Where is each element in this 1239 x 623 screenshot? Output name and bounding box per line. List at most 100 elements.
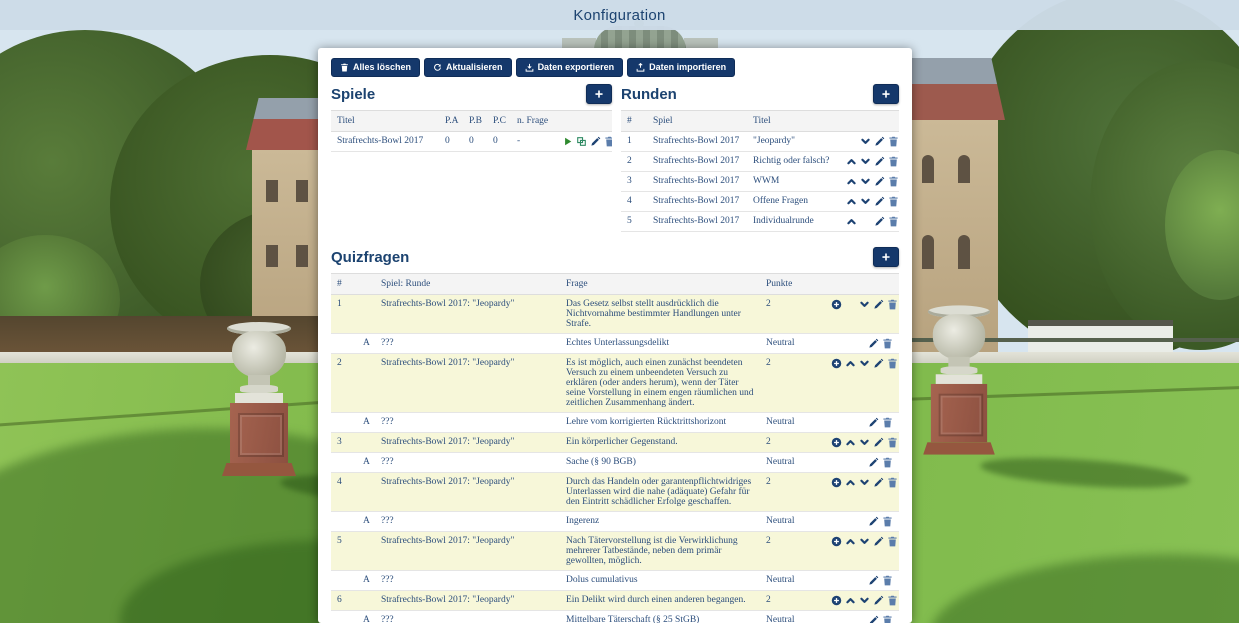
table-cell: Ein Delikt wird durch einen anderen bega… bbox=[560, 590, 760, 611]
urn-neck bbox=[948, 356, 970, 368]
delete-icon[interactable] bbox=[882, 338, 893, 349]
table-cell: ??? bbox=[375, 412, 560, 433]
edit-icon[interactable] bbox=[874, 176, 885, 187]
move-down-icon[interactable] bbox=[860, 196, 871, 207]
move-down-icon[interactable] bbox=[860, 176, 871, 187]
edit-icon[interactable] bbox=[868, 457, 879, 468]
urn-plinth bbox=[935, 374, 983, 384]
edit-icon[interactable] bbox=[868, 615, 879, 623]
add-answer-icon[interactable] bbox=[831, 595, 842, 606]
add-answer-icon[interactable] bbox=[831, 299, 842, 310]
delete-icon[interactable] bbox=[604, 136, 612, 147]
move-up-icon[interactable] bbox=[845, 477, 856, 488]
delete-icon[interactable] bbox=[887, 437, 898, 448]
move-down-icon[interactable] bbox=[859, 595, 870, 606]
delete-icon[interactable] bbox=[888, 176, 899, 187]
move-up-icon[interactable] bbox=[846, 216, 857, 227]
delete-icon[interactable] bbox=[887, 299, 898, 310]
delete-icon[interactable] bbox=[882, 417, 893, 428]
edit-icon[interactable] bbox=[873, 299, 884, 310]
edit-icon[interactable] bbox=[873, 536, 884, 547]
table-cell: 0 bbox=[439, 131, 463, 152]
table-cell bbox=[822, 511, 899, 532]
edit-icon[interactable] bbox=[873, 437, 884, 448]
urn-pedestal-base bbox=[222, 463, 296, 476]
edit-icon[interactable] bbox=[868, 417, 879, 428]
fountain-side bbox=[684, 38, 718, 49]
delete-icon[interactable] bbox=[887, 477, 898, 488]
move-down-icon[interactable] bbox=[859, 477, 870, 488]
delete-icon[interactable] bbox=[888, 216, 899, 227]
delete-icon[interactable] bbox=[882, 615, 893, 623]
move-up-icon[interactable] bbox=[846, 176, 857, 187]
move-down-icon[interactable] bbox=[859, 299, 870, 310]
add-runde-button[interactable] bbox=[873, 84, 899, 104]
delete-icon[interactable] bbox=[888, 136, 899, 147]
edit-icon[interactable] bbox=[873, 477, 884, 488]
move-up-icon[interactable] bbox=[846, 156, 857, 167]
move-down-icon[interactable] bbox=[859, 536, 870, 547]
edit-icon[interactable] bbox=[874, 216, 885, 227]
play-icon[interactable] bbox=[562, 136, 573, 147]
delete-icon[interactable] bbox=[882, 457, 893, 468]
edit-icon[interactable] bbox=[868, 338, 879, 349]
delete-icon[interactable] bbox=[887, 358, 898, 369]
table-cell: ??? bbox=[375, 452, 560, 473]
table-cell: 2 bbox=[760, 472, 822, 512]
runde-row: 4 Strafrechts-Bowl 2017 Offene Fragen bbox=[621, 191, 899, 212]
delete-icon[interactable] bbox=[887, 536, 898, 547]
copy-icon[interactable] bbox=[576, 136, 587, 147]
add-spiel-button[interactable] bbox=[586, 84, 612, 104]
move-up-icon[interactable] bbox=[845, 437, 856, 448]
table-cell: ??? bbox=[375, 610, 560, 623]
edit-icon[interactable] bbox=[590, 136, 601, 147]
plus-icon bbox=[881, 89, 891, 99]
delete-icon[interactable] bbox=[882, 575, 893, 586]
move-down-icon[interactable] bbox=[860, 136, 871, 147]
move-up-icon[interactable] bbox=[845, 536, 856, 547]
edit-icon[interactable] bbox=[873, 358, 884, 369]
table-cell: Strafrechts-Bowl 2017: "Jeopardy" bbox=[375, 432, 560, 453]
move-down-icon[interactable] bbox=[860, 156, 871, 167]
table-cell: Echtes Unterlassungsdelikt bbox=[560, 333, 760, 354]
import-data-button[interactable]: Daten importieren bbox=[627, 58, 736, 77]
edit-icon[interactable] bbox=[874, 156, 885, 167]
trash-icon bbox=[340, 63, 349, 72]
question-row: 6 Strafrechts-Bowl 2017: "Jeopardy" Ein De… bbox=[331, 590, 899, 611]
export-data-button[interactable]: Daten exportieren bbox=[515, 58, 624, 77]
move-up-icon[interactable] bbox=[845, 358, 856, 369]
move-down-icon[interactable] bbox=[859, 358, 870, 369]
add-answer-icon[interactable] bbox=[831, 536, 842, 547]
add-answer-icon[interactable] bbox=[831, 358, 842, 369]
delete-icon[interactable] bbox=[888, 156, 899, 167]
table-cell: WWM bbox=[747, 171, 837, 192]
table-cell: Strafrechts-Bowl 2017 bbox=[647, 151, 747, 172]
move-up-icon[interactable] bbox=[845, 595, 856, 606]
table-cell: Neutral bbox=[760, 610, 822, 623]
table-cell: Sache (§ 90 BGB) bbox=[560, 452, 760, 473]
export-icon bbox=[525, 63, 534, 72]
add-answer-icon[interactable] bbox=[831, 477, 842, 488]
edit-icon[interactable] bbox=[874, 196, 885, 207]
column-header: Titel bbox=[747, 110, 837, 132]
edit-icon[interactable] bbox=[868, 575, 879, 586]
table-cell: ??? bbox=[375, 570, 560, 591]
edit-icon[interactable] bbox=[874, 136, 885, 147]
add-quizfrage-button[interactable] bbox=[873, 247, 899, 267]
edit-icon[interactable] bbox=[868, 516, 879, 527]
move-up-icon[interactable] bbox=[846, 196, 857, 207]
fence-right bbox=[898, 338, 1239, 342]
delete-all-button[interactable]: Alles löschen bbox=[331, 58, 421, 77]
runden-table: # Spiel Titel 1 Strafrechts-Bowl 2017 "Jeopar… bbox=[621, 110, 899, 232]
table-cell: Richtig oder falsch? bbox=[747, 151, 837, 172]
column-header: # bbox=[331, 273, 375, 295]
refresh-button[interactable]: Aktualisieren bbox=[424, 58, 512, 77]
table-cell: Ein körperlicher Gegenstand. bbox=[560, 432, 760, 453]
delete-icon[interactable] bbox=[887, 595, 898, 606]
move-down-icon[interactable] bbox=[859, 437, 870, 448]
edit-icon[interactable] bbox=[873, 595, 884, 606]
add-answer-icon[interactable] bbox=[831, 437, 842, 448]
delete-icon[interactable] bbox=[888, 196, 899, 207]
delete-icon[interactable] bbox=[882, 516, 893, 527]
column-header: P.C bbox=[487, 110, 511, 132]
